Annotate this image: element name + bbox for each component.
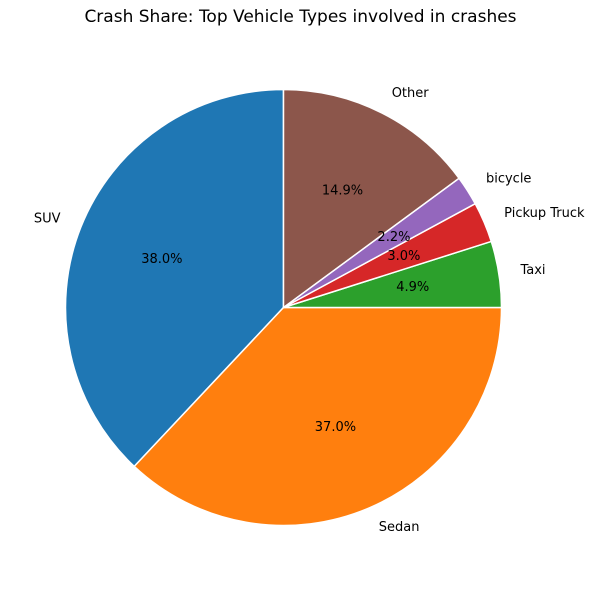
pie-category-label-taxi: Taxi (519, 263, 545, 278)
pie-slices (64, 88, 503, 527)
pie-pct-label-other: 14.9% (322, 183, 363, 198)
chart-title: Crash Share: Top Vehicle Types involved … (84, 7, 517, 27)
pie-category-label-sedan: Sedan (379, 520, 420, 535)
pie-category-label-other: Other (392, 86, 430, 101)
pie-pct-label-sedan: 37.0% (315, 420, 356, 435)
pie-slice-suv (64, 88, 285, 468)
pie-slice-other (282, 88, 460, 309)
pie-pct-label-taxi: 4.9% (396, 280, 429, 295)
pie-category-label-bicycle: bicycle (486, 172, 531, 187)
pie-pct-label-bicycle: 2.2% (377, 230, 410, 245)
pie-labels: 38.0% SUV 37.0% Sedan 4.9% Taxi 3.0% Pickup Tru… (34, 86, 585, 535)
pie-pct-label-pickup-truck: 3.0% (387, 249, 420, 264)
pie-category-label-pickup-truck: Pickup Truck (504, 206, 585, 221)
pie-pct-label-suv: 38.0% (141, 252, 182, 267)
pie-slice-sedan (133, 306, 503, 527)
pie-category-label-suv: SUV (34, 212, 61, 227)
